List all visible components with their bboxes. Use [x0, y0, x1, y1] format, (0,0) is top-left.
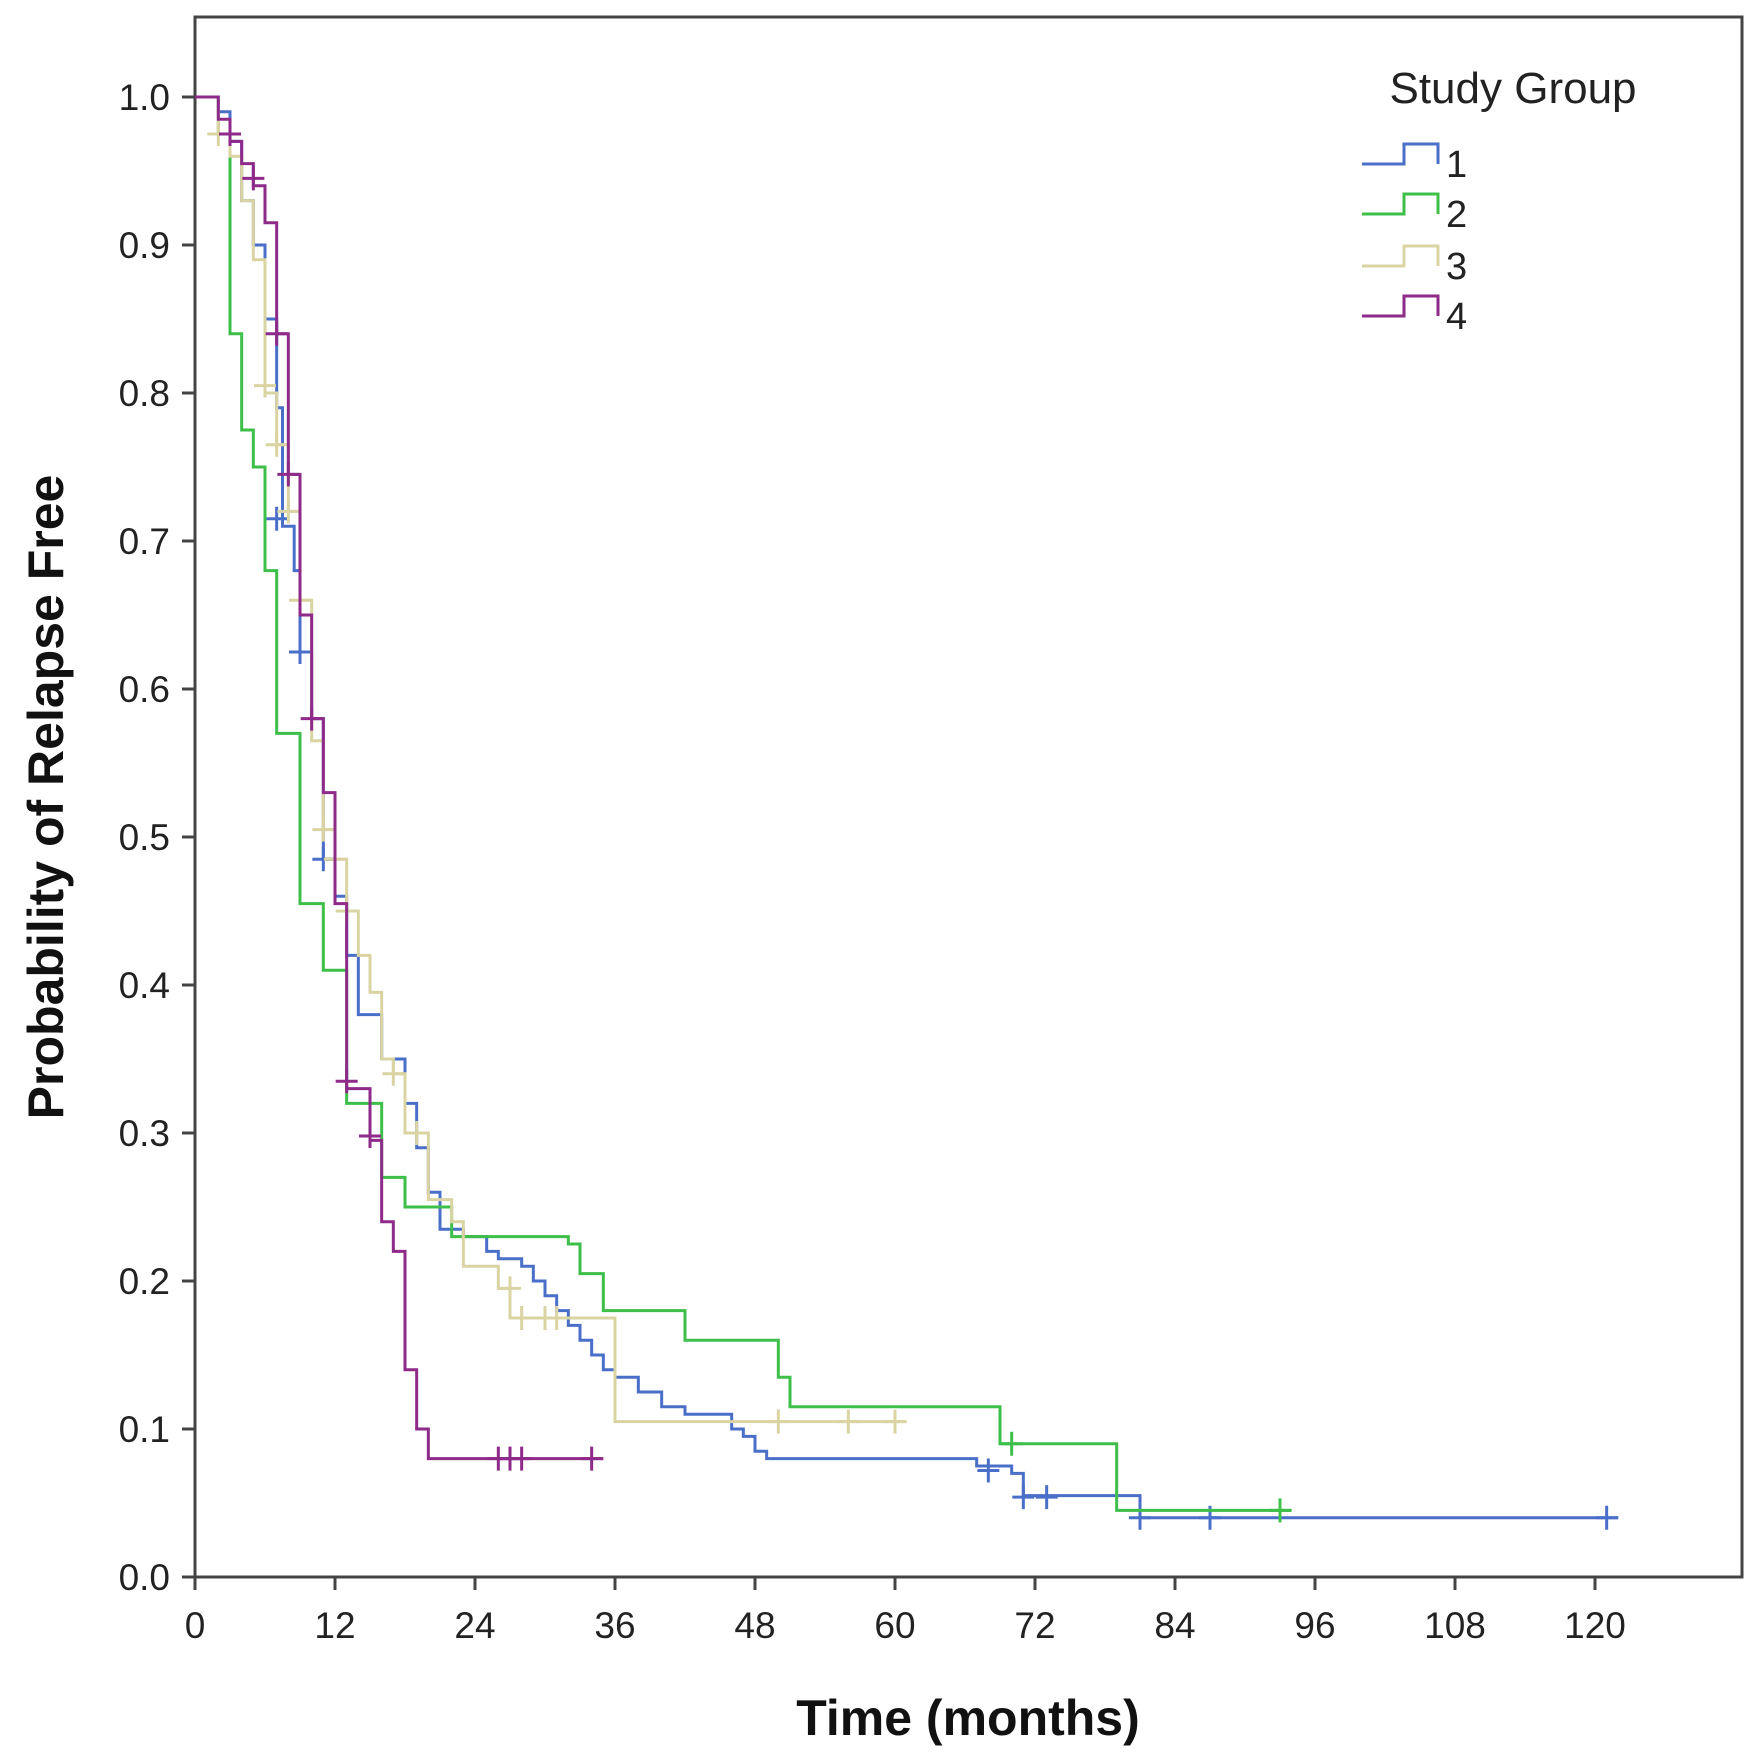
x-tick-label: 96 — [1294, 1605, 1335, 1646]
series-1-censor-mark — [265, 506, 288, 531]
x-tick-label: 84 — [1154, 1605, 1195, 1646]
series-3-censor-mark — [254, 373, 276, 398]
y-tick-label: 1.0 — [119, 77, 170, 118]
x-tick-label: 12 — [314, 1605, 355, 1646]
legend-swatch-3 — [1362, 244, 1440, 268]
series-3-censor-mark — [277, 499, 300, 524]
y-tick-label: 0.2 — [119, 1261, 170, 1302]
plot-frame — [193, 15, 1744, 1579]
legend-swatch-1 — [1362, 142, 1440, 166]
y-tick-label: 0.7 — [119, 521, 170, 562]
series-3-censor-mark — [510, 1306, 533, 1330]
series-1-censor-mark — [289, 640, 311, 664]
series-3-censor-mark — [312, 817, 335, 842]
series-2-censor-mark — [1269, 1498, 1291, 1523]
y-tick-label: 0.9 — [119, 225, 170, 266]
x-tick-label: 0 — [185, 1605, 206, 1646]
series-1-censor-mark — [977, 1458, 1000, 1483]
y-tick-label: 0.4 — [119, 965, 170, 1006]
series-3-censor-mark — [265, 432, 288, 457]
series-1-censor-mark — [1012, 1485, 1035, 1510]
y-tick-label: 0.1 — [119, 1409, 170, 1450]
series-4-censor-mark — [219, 122, 241, 146]
x-tick-label: 72 — [1014, 1605, 1055, 1646]
series-1-line — [195, 95, 1619, 1520]
legend-label-4: 4 — [1446, 296, 1467, 338]
x-axis-title: Time (months) — [796, 1690, 1140, 1746]
y-tick-label: 0.8 — [119, 373, 170, 414]
legend: Study Group 1 2 3 4 — [1362, 64, 1637, 338]
legend-label-2: 2 — [1446, 194, 1467, 236]
x-tick-label: 24 — [454, 1605, 495, 1646]
series-4-censor-mark — [510, 1446, 533, 1471]
series-3-censor-mark — [767, 1409, 790, 1434]
legend-swatch-2 — [1362, 192, 1440, 216]
series-3-censor-mark — [382, 1061, 405, 1086]
series-1-censor-mark — [1035, 1485, 1058, 1510]
series-4-censor-mark — [359, 1123, 381, 1148]
y-tick-label: 0.0 — [119, 1557, 170, 1598]
legend-title: Study Group — [1389, 64, 1636, 113]
legend-swatch-4 — [1362, 294, 1440, 318]
legend-label-3: 3 — [1446, 246, 1467, 288]
series-4-censor-mark — [580, 1446, 603, 1471]
axes: 0 12 24 36 48 60 72 84 96 108 1200.00.10.20.30.40.… — [119, 77, 1626, 1646]
x-tick-label: 60 — [874, 1605, 915, 1646]
series-2-line — [195, 95, 1292, 1512]
series-4-censor-mark — [277, 462, 300, 487]
series-1-censor-mark — [1595, 1505, 1618, 1530]
x-tick-label: 120 — [1564, 1605, 1626, 1646]
series-4-censor-mark — [242, 166, 265, 191]
series-4-censor-mark — [300, 706, 323, 731]
x-tick-label: 108 — [1424, 1605, 1486, 1646]
series-3-censor-mark — [499, 1276, 521, 1301]
series-4 — [195, 95, 604, 1471]
series-3-censor-mark — [837, 1409, 860, 1434]
series-4-censor-mark — [335, 1069, 358, 1094]
series-3-censor-mark — [545, 1306, 568, 1330]
y-tick-label: 0.3 — [119, 1113, 170, 1154]
series-group — [195, 95, 1619, 1530]
x-tick-label: 48 — [734, 1605, 775, 1646]
series-4-censor-mark — [265, 321, 288, 346]
y-axis-title: Probability of Relapse Free — [18, 475, 74, 1120]
y-tick-label: 0.5 — [119, 817, 170, 858]
series-2-censor-mark — [1000, 1431, 1023, 1456]
x-tick-label: 36 — [594, 1605, 635, 1646]
legend-label-1: 1 — [1446, 144, 1467, 186]
series-3-censor-mark — [405, 1121, 428, 1145]
y-tick-label: 0.6 — [119, 669, 170, 710]
series-3 — [195, 95, 907, 1434]
series-3-censor-mark — [884, 1409, 906, 1434]
series-2 — [195, 95, 1292, 1523]
